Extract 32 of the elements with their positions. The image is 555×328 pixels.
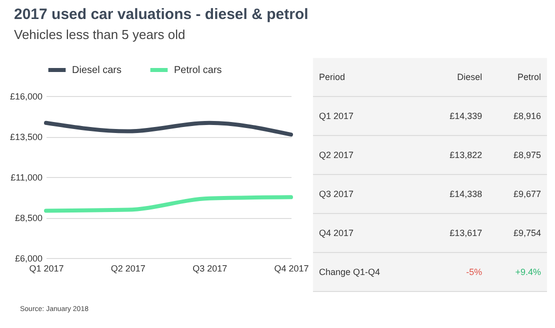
text: £8,916 (488, 96, 547, 136)
text: +9.4% (488, 252, 547, 292)
text: Q2 2017 (313, 136, 422, 174)
text: Q1 2017 (313, 96, 422, 136)
legend-label: Petrol cars (174, 65, 222, 76)
y-tick-label: £8,500 (14, 213, 42, 223)
chart-title: 2017 used car valuations - diesel & petrol (14, 6, 308, 23)
x-tick-label: Q4 2017 (274, 264, 309, 274)
text: £8,975 (488, 136, 547, 174)
text: -5% (422, 252, 488, 292)
y-tick-label: £13,500 (10, 132, 42, 142)
text: £9,677 (488, 174, 547, 214)
text: £13,822 (422, 136, 488, 174)
x-tick-label: Q1 2017 (29, 264, 64, 274)
text: £14,338 (422, 174, 488, 214)
text: Q3 2017 (313, 174, 422, 214)
x-tick-label: Q3 2017 (192, 264, 228, 274)
line-series (44, 120, 293, 137)
y-tick-label: £6,000 (14, 254, 42, 264)
text: Diesel (422, 58, 488, 96)
text: £9,754 (488, 214, 547, 252)
legend-label: Diesel cars (72, 65, 122, 76)
text: Change Q1-Q4 (313, 252, 422, 292)
chart-subtitle: Vehicles less than 5 years old (14, 27, 186, 42)
y-tick-label: £16,000 (10, 92, 42, 102)
x-tick-label: Q2 2017 (110, 264, 146, 274)
text: Petrol (488, 58, 547, 96)
text: £14,339 (422, 96, 488, 136)
text: Period (313, 58, 422, 96)
text: £13,617 (422, 214, 488, 252)
line-series (44, 195, 293, 213)
y-tick-label: £11,000 (10, 172, 42, 182)
